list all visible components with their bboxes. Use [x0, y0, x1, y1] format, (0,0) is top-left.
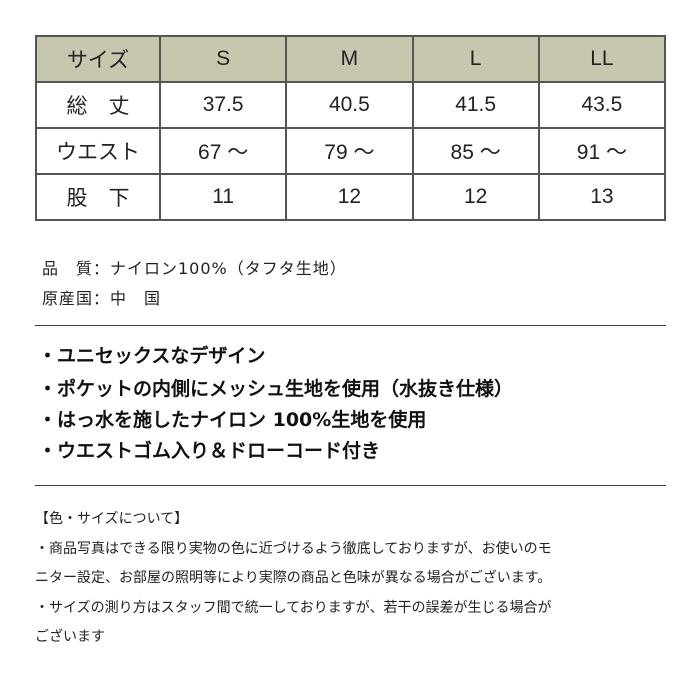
table-row: 総 丈 37.5 40.5 41.5 43.5 — [35, 81, 667, 129]
header-cell: サイズ — [35, 35, 161, 83]
table-cell: 43.5 — [537, 81, 667, 129]
note-line: ・サイズの測り方はスタッフ間で統一しておりますが、若干の誤差が生じる場合が — [35, 600, 552, 616]
divider — [35, 325, 666, 326]
table-cell: 12 — [411, 173, 540, 221]
material-text: 品 質：ナイロン100%（タフタ生地） — [42, 259, 347, 278]
table-cell: 12 — [285, 173, 414, 221]
header-cell: S — [158, 35, 288, 83]
table-row: 股 下 11 12 12 13 — [35, 173, 667, 221]
note-line: ・商品写真はできる限り実物の色に近づけるよう徹底しておりますが、お使いのモ — [35, 541, 552, 557]
origin-text: 原産国：中 国 — [42, 289, 162, 308]
header-cell: M — [285, 35, 414, 83]
table-cell: 11 — [158, 173, 288, 221]
table-cell: 37.5 — [158, 81, 288, 129]
notes-heading: 【色・サイズについて】 — [35, 511, 189, 527]
feature-item: ・はっ水を施したナイロン 100%生地を使用 — [38, 409, 427, 431]
divider — [35, 485, 666, 486]
feature-item: ・ポケットの内側にメッシュ生地を使用（水抜き仕様） — [38, 378, 514, 400]
note-line: ニター設定、お部屋の照明等により実際の商品と色味が異なる場合がございます。 — [35, 570, 552, 586]
row-label: ウエスト — [35, 127, 161, 175]
header-cell: LL — [537, 35, 667, 83]
table-cell: 40.5 — [285, 81, 414, 129]
table-header-row: サイズ S M L LL — [35, 35, 667, 83]
table-cell: 91 ～ — [537, 127, 667, 175]
table-cell: 13 — [537, 173, 667, 221]
row-label: 総 丈 — [35, 81, 161, 129]
feature-item: ・ユニセックスなデザイン — [38, 345, 266, 367]
table-cell: 41.5 — [411, 81, 540, 129]
table-cell: 79 ～ — [285, 127, 414, 175]
row-label: 股 下 — [35, 173, 161, 221]
table-cell: 85 ～ — [411, 127, 540, 175]
note-line: ございます — [35, 629, 105, 645]
table-row: ウエスト 67 ～ 79 ～ 85 ～ 91 ～ — [35, 127, 667, 175]
table-cell: 67 ～ — [158, 127, 288, 175]
header-cell: L — [411, 35, 540, 83]
feature-item: ・ウエストゴム入り＆ドローコード付き — [38, 440, 381, 462]
size-table: サイズ S M L LL 総 丈 37.5 40.5 41.5 43.5 ウエス… — [35, 35, 667, 221]
